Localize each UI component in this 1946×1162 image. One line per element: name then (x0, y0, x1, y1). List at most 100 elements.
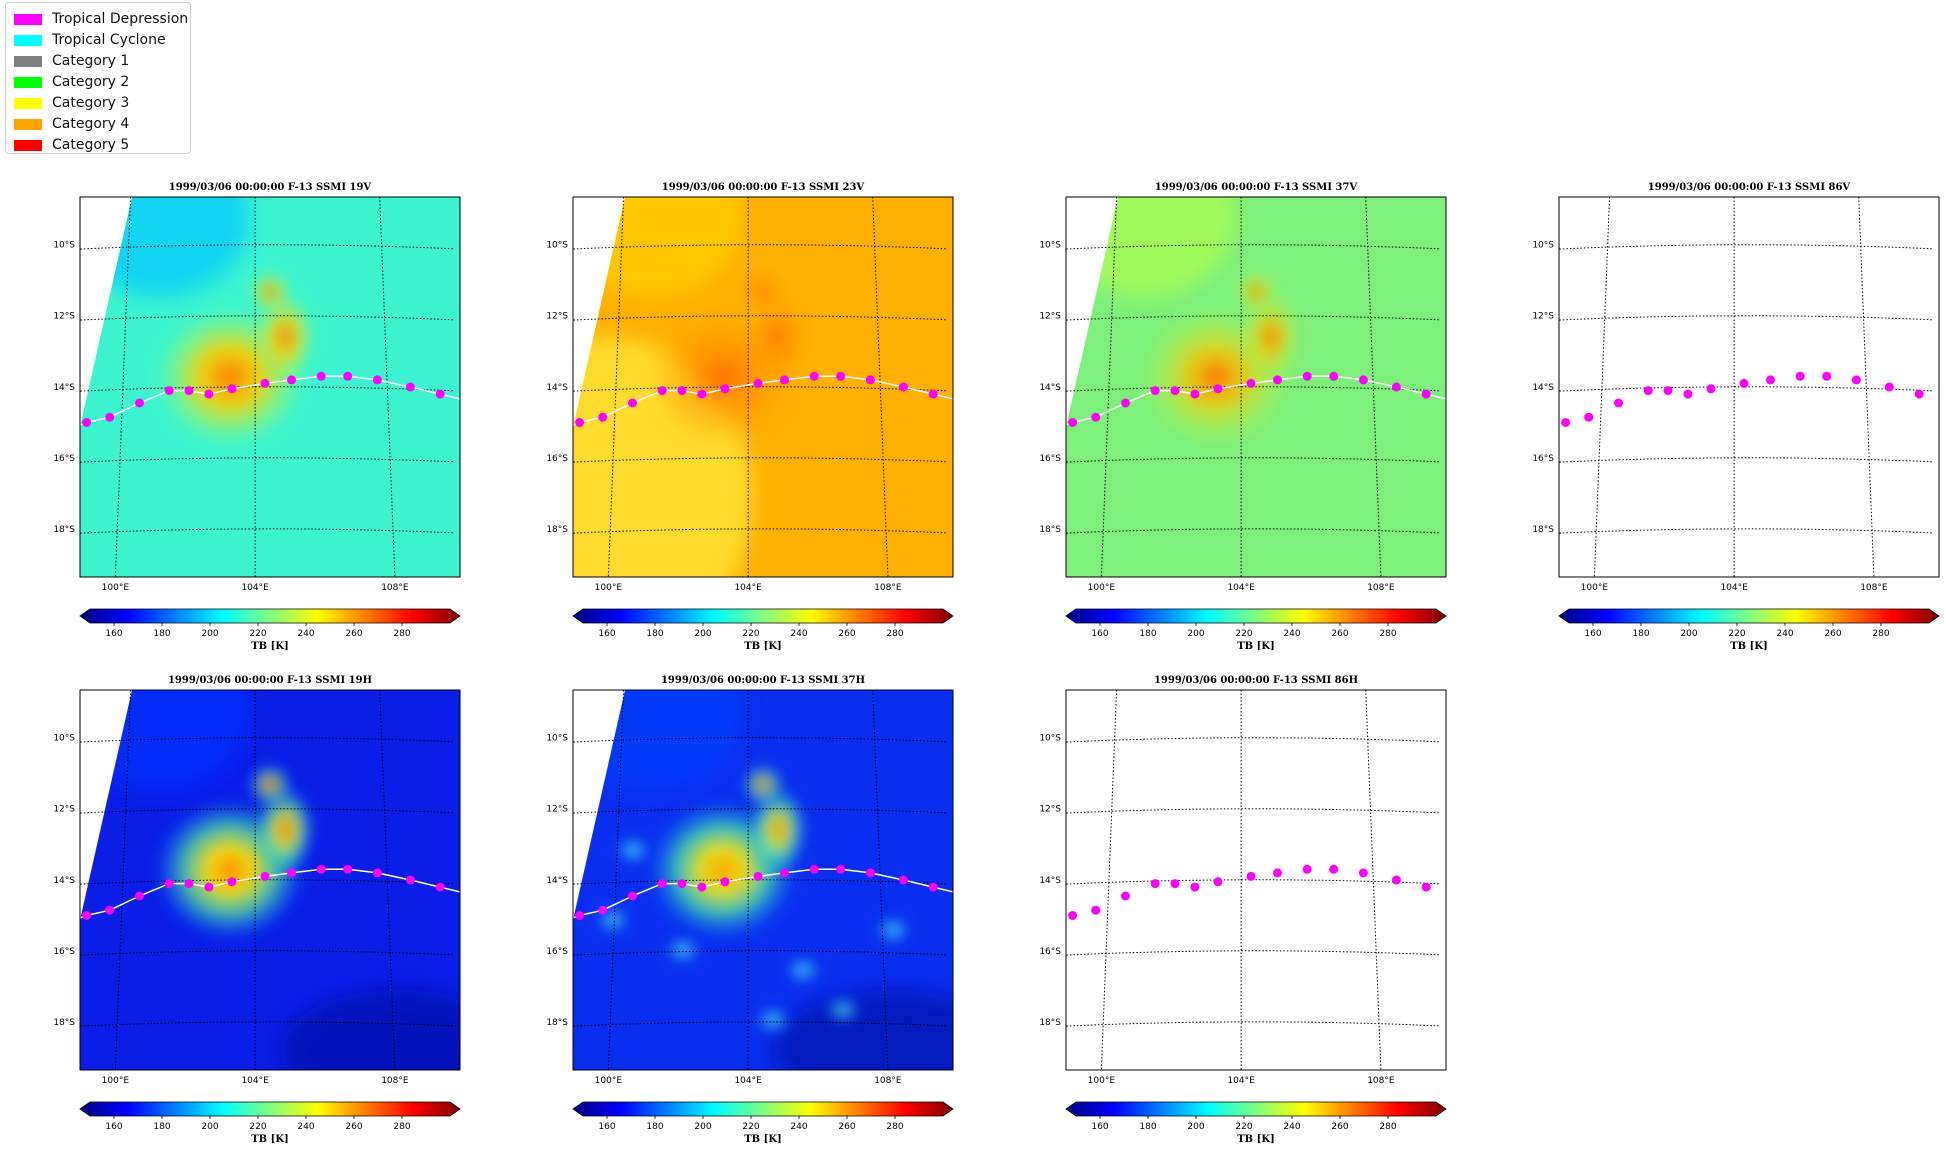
track-point (720, 384, 730, 394)
colorbar-tick-label: 280 (886, 1122, 903, 1132)
latitude-line (573, 737, 947, 743)
track-line (80, 375, 460, 426)
longitude-line (872, 690, 889, 1070)
longitude-line (114, 197, 132, 577)
colorbar-tick-label: 220 (742, 1122, 759, 1132)
track-point (1302, 864, 1312, 874)
track-point (343, 864, 353, 874)
lat-tick-label: 10°S (546, 734, 568, 744)
track-point (865, 868, 875, 878)
colorbar-tick-label: 220 (249, 1122, 266, 1132)
legend-item: Category 2 (14, 73, 129, 91)
colorbar-tick-label: 280 (886, 629, 903, 639)
track-point (1213, 877, 1223, 887)
longitude-line (1365, 690, 1382, 1070)
lat-tick-label: 16°S (1039, 454, 1061, 464)
colorbar-tick-label: 160 (105, 629, 122, 639)
track-point (435, 882, 445, 892)
colorbar-bar (572, 1101, 954, 1117)
lat-tick-label: 12°S (1532, 312, 1554, 322)
colorbar-tick-label: 240 (790, 629, 807, 639)
longitude-line (1593, 197, 1611, 577)
track-point (1170, 879, 1180, 889)
legend-swatch (14, 34, 42, 46)
lat-tick-label: 18°S (1039, 525, 1061, 535)
panel-title: 1999/03/06 00:00:00 F-13 SSMI 19V (169, 182, 372, 193)
legend-label: Category 1 (52, 53, 130, 69)
colorbar-tick-label: 260 (1824, 629, 1841, 639)
latitude-line (1066, 737, 1440, 743)
track-point (898, 382, 908, 392)
panel-title: 1999/03/06 00:00:00 F-13 SSMI 19H (168, 675, 372, 686)
track-point (1273, 375, 1282, 385)
track-point (809, 371, 819, 381)
legend-label: Category 5 (52, 137, 130, 153)
track-point (809, 864, 819, 874)
lat-tick-label: 10°S (1039, 734, 1061, 744)
colorbar-tick-label: 240 (297, 1122, 314, 1132)
map-panel: 1999/03/06 00:00:00 F-13 SSMI 86V 10°S 12°… (1532, 182, 1940, 652)
lat-tick-label: 18°S (546, 1018, 568, 1028)
track-point (1329, 371, 1339, 381)
map-frame (572, 689, 954, 1071)
lon-tick-label: 108°E (874, 583, 902, 593)
colorbar-label: TB [K] (251, 641, 289, 652)
lon-tick-label: 100°E (1581, 583, 1609, 593)
lat-tick-label: 14°S (546, 383, 568, 393)
panel-title: 1999/03/06 00:00:00 F-13 SSMI 86V (1648, 182, 1851, 193)
track-line (573, 375, 953, 426)
legend-label: Category 3 (52, 95, 130, 111)
longitude-line (114, 690, 132, 1070)
track-point (1766, 375, 1775, 385)
lon-tick-label: 104°E (241, 583, 269, 593)
track-point (1150, 879, 1160, 889)
colorbar-tick-label: 260 (345, 1122, 362, 1132)
lat-tick-label: 16°S (53, 454, 75, 464)
track-point (372, 375, 382, 385)
colorbar-tick-label: 240 (1283, 629, 1300, 639)
lat-tick-label: 16°S (53, 947, 75, 957)
colorbar-tick-label: 280 (393, 1122, 410, 1132)
legend-swatch (14, 76, 42, 88)
lat-tick-label: 16°S (546, 947, 568, 957)
lat-tick-label: 12°S (546, 805, 568, 815)
track-point (1170, 386, 1180, 396)
colorbar-tick-label: 180 (1139, 1122, 1156, 1132)
track-point (1561, 418, 1571, 427)
colorbar-tick-label: 200 (694, 1122, 711, 1132)
track-point (575, 418, 585, 427)
track-point (1190, 882, 1200, 892)
track-point (1614, 398, 1623, 408)
colorbar: 160 180 200 220 240 260 280 TB [K] (79, 608, 461, 652)
colorbar-tick-label: 260 (1331, 1122, 1348, 1132)
track-point (1706, 384, 1716, 394)
latitude-line (1066, 315, 1440, 321)
colorbar-tick-label: 200 (201, 1122, 218, 1132)
lon-tick-label: 100°E (1088, 583, 1116, 593)
lon-tick-label: 108°E (381, 1076, 409, 1086)
track-point (1246, 871, 1256, 881)
colorbar-bar (572, 608, 954, 624)
track-point (720, 877, 730, 887)
track-point (164, 386, 174, 396)
longitude-line (1858, 197, 1875, 577)
colorbar: 160 180 200 220 240 260 280 TB [K] (79, 1101, 461, 1145)
track-point (677, 879, 687, 889)
longitude-line (1365, 197, 1382, 577)
track-point (753, 378, 763, 388)
colorbar-label: TB [K] (1237, 1134, 1275, 1145)
longitude-line (607, 690, 625, 1070)
latitude-line (80, 244, 454, 250)
track-point (227, 877, 237, 887)
track-point (105, 412, 115, 422)
map-panel: 1999/03/06 00:00:00 F-13 SSMI 37V 10°S 12°… (1039, 182, 1447, 652)
lon-tick-label: 108°E (1367, 583, 1395, 593)
lat-tick-label: 16°S (546, 454, 568, 464)
latitude-line (80, 315, 454, 321)
longitude-line (1100, 690, 1118, 1070)
latitude-line (573, 244, 947, 250)
map-panel: 1999/03/06 00:00:00 F-13 SSMI 19V 10°S 12°… (53, 182, 461, 652)
track-point (1091, 905, 1101, 915)
lon-tick-label: 100°E (102, 583, 130, 593)
